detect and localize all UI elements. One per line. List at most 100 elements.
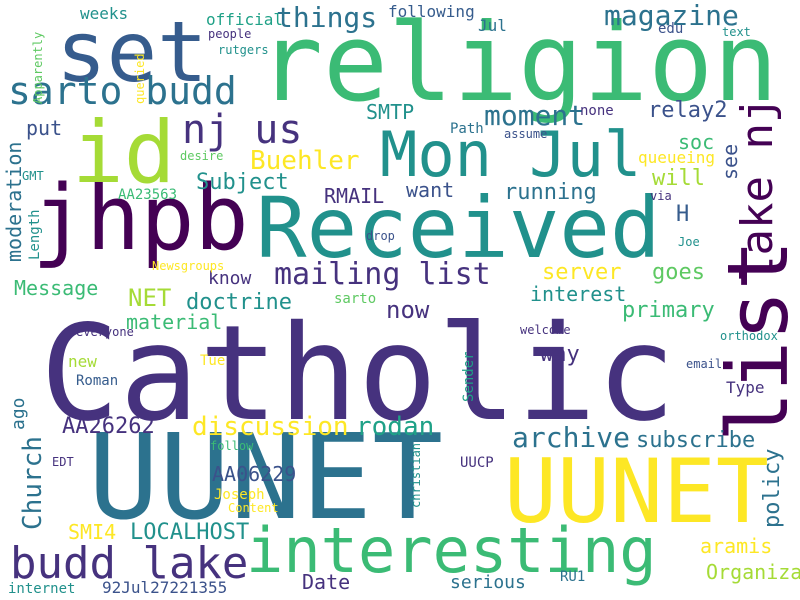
word-received: Received — [256, 179, 661, 277]
word-via: Tue — [200, 353, 226, 369]
word-gmt: orthodox — [720, 329, 778, 343]
word-edu: Length — [27, 209, 43, 260]
word-church: Church — [18, 436, 48, 530]
word-length: mail — [335, 375, 349, 404]
word-desire: welcome — [520, 323, 571, 337]
word-jhpb: jhpb — [32, 166, 249, 271]
word-smtp: SMTP — [366, 100, 415, 124]
word-running: running — [504, 180, 597, 205]
word-subject: Subject — [196, 170, 289, 195]
word-doctrine: doctrine — [186, 290, 292, 315]
word-net: NET — [128, 284, 172, 312]
word-christian: Date — [302, 570, 351, 594]
word-moderation: moderation — [2, 141, 26, 262]
word-organization: people — [208, 27, 252, 41]
word-lake-nj: lake nj — [732, 96, 783, 282]
word-mail: UUCP — [460, 455, 494, 471]
word-message: Message — [14, 276, 99, 300]
word-will: will — [652, 166, 705, 191]
word-tue: EDT — [52, 455, 74, 469]
word-assume: everyone — [76, 325, 134, 339]
word-things: things — [276, 1, 378, 34]
word-religion: religion — [258, 1, 779, 126]
word-mon-jul: Mon Jul — [380, 118, 642, 191]
word-following: text — [722, 25, 751, 39]
word-apparently: via — [650, 189, 672, 203]
word-date: rutgers — [218, 43, 269, 57]
word-see: see — [718, 143, 742, 180]
word-internet: internet — [8, 581, 76, 597]
word-aa06229: queueing — [638, 148, 716, 167]
word-interesting: interesting — [246, 514, 657, 587]
word-orthodox: follow — [210, 439, 254, 453]
word-catholic: Catholic — [40, 297, 676, 451]
word-weeks: assume — [504, 127, 548, 141]
word-drop: Type — [726, 378, 765, 397]
word-edt: SMI4 — [68, 520, 117, 544]
word-new: edu — [658, 21, 684, 37]
word-goes: goes — [652, 260, 705, 285]
word-id: id — [72, 103, 176, 203]
word-content: serious — [450, 572, 526, 593]
word-buehler: Buehler — [250, 146, 360, 176]
word-h: H — [676, 202, 690, 227]
word-sarto-budd: sarto budd — [8, 69, 237, 113]
word-ru1: RU1 — [560, 569, 586, 585]
word-text: Newsgroups — [152, 259, 225, 273]
word-everyone: ago — [8, 397, 29, 430]
word-welcome: AA26262 — [62, 414, 155, 439]
word-rutgers: AA23563 — [118, 187, 178, 203]
word-interest: interest — [530, 282, 627, 306]
word-official: desire — [180, 149, 224, 163]
word-serious: Apparently — [31, 31, 45, 104]
word-nj-us: nj us — [182, 107, 303, 153]
word-aa23563: new — [68, 352, 97, 371]
word-material: material — [126, 310, 223, 334]
word-subscribe: subscribe — [636, 428, 756, 453]
word-archive: archive — [512, 421, 631, 454]
word-92jul27221355: 92Jul27221355 — [102, 578, 228, 597]
word-joe: email — [686, 357, 723, 371]
word-sender: Joseph — [214, 487, 265, 503]
word-email: AA06229 — [212, 462, 297, 486]
word-server: server — [542, 260, 622, 285]
word-rodan: rodan — [356, 412, 435, 442]
word-path: sarto — [334, 291, 377, 307]
word-localhost: Jul — [478, 16, 507, 35]
word-ago: queried — [133, 53, 147, 104]
word-aa26262: following — [388, 2, 475, 21]
word-roman: Content — [228, 501, 279, 515]
word-mailing-list: mailing list — [274, 257, 491, 292]
word-follow: LOCALHOST — [130, 520, 250, 545]
word-primary: primary — [622, 298, 715, 323]
word-moment: moment — [484, 99, 586, 132]
word-know: know — [208, 268, 252, 289]
word-none: drop — [366, 229, 395, 243]
word-way: way — [540, 342, 580, 367]
word-queried: Joe — [678, 235, 700, 249]
word-budd-lake: budd lake — [10, 538, 249, 589]
word-set: set — [56, 3, 208, 101]
word-magazine: magazine — [604, 0, 739, 32]
word-sarto: Roman — [76, 373, 119, 389]
word-relay2: relay2 — [648, 98, 728, 123]
word-uunet-yellow: UUNET — [504, 440, 769, 543]
word-uunet-large: UUNET — [88, 408, 444, 546]
word-joseph: Organization — [706, 560, 800, 584]
word-discussion: discussion — [192, 412, 349, 442]
word-uucp: aramis — [700, 534, 773, 558]
word-put: put — [26, 116, 63, 140]
word-policy: policy — [760, 448, 785, 528]
word-soc: soc — [678, 130, 715, 154]
word-type: christian — [409, 442, 423, 508]
word-newsgroups: Sender — [461, 351, 477, 402]
word-aramis: official — [206, 10, 284, 29]
word-jul: Path — [450, 121, 484, 137]
word-people: GMT — [22, 169, 44, 183]
word-smi4: weeks — [80, 4, 129, 23]
word-now: now — [386, 296, 430, 324]
word-want: want — [406, 178, 455, 202]
word-queueing: none — [580, 103, 614, 119]
word-rmail: RMAIL — [324, 184, 385, 208]
